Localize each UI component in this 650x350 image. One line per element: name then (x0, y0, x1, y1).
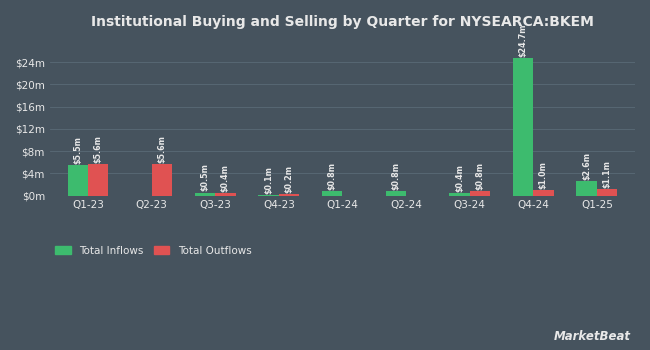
Text: $0.8m: $0.8m (391, 162, 400, 190)
Text: $0.5m: $0.5m (201, 163, 209, 191)
Text: $5.5m: $5.5m (73, 136, 83, 163)
Bar (322, 191, 343, 196)
Text: $1.0m: $1.0m (539, 161, 548, 189)
Bar (195, 193, 215, 196)
Bar (449, 193, 470, 196)
Text: $0.4m: $0.4m (221, 164, 230, 192)
Bar (513, 58, 533, 196)
Text: $0.2m: $0.2m (285, 165, 294, 193)
Bar (533, 190, 554, 196)
Bar (68, 165, 88, 196)
Text: $0.8m: $0.8m (328, 162, 337, 190)
Text: $2.6m: $2.6m (582, 152, 591, 180)
Text: $1.1m: $1.1m (603, 160, 612, 188)
Bar (215, 193, 235, 196)
Text: $24.7m: $24.7m (519, 23, 528, 57)
Bar (151, 164, 172, 196)
Text: $5.6m: $5.6m (94, 135, 103, 163)
Bar (88, 164, 109, 196)
Text: MarketBeat: MarketBeat (554, 330, 630, 343)
Bar (597, 189, 618, 196)
Bar (279, 194, 299, 196)
Text: $5.6m: $5.6m (157, 135, 166, 163)
Bar (259, 195, 279, 196)
Title: Institutional Buying and Selling by Quarter for NYSEARCA:BKEM: Institutional Buying and Selling by Quar… (91, 15, 594, 29)
Bar (577, 181, 597, 196)
Text: $0.1m: $0.1m (264, 166, 273, 194)
Text: $0.8m: $0.8m (475, 162, 484, 190)
Bar (470, 191, 490, 196)
Bar (385, 191, 406, 196)
Legend: Total Inflows, Total Outflows: Total Inflows, Total Outflows (55, 246, 252, 256)
Text: $0.4m: $0.4m (455, 164, 464, 192)
